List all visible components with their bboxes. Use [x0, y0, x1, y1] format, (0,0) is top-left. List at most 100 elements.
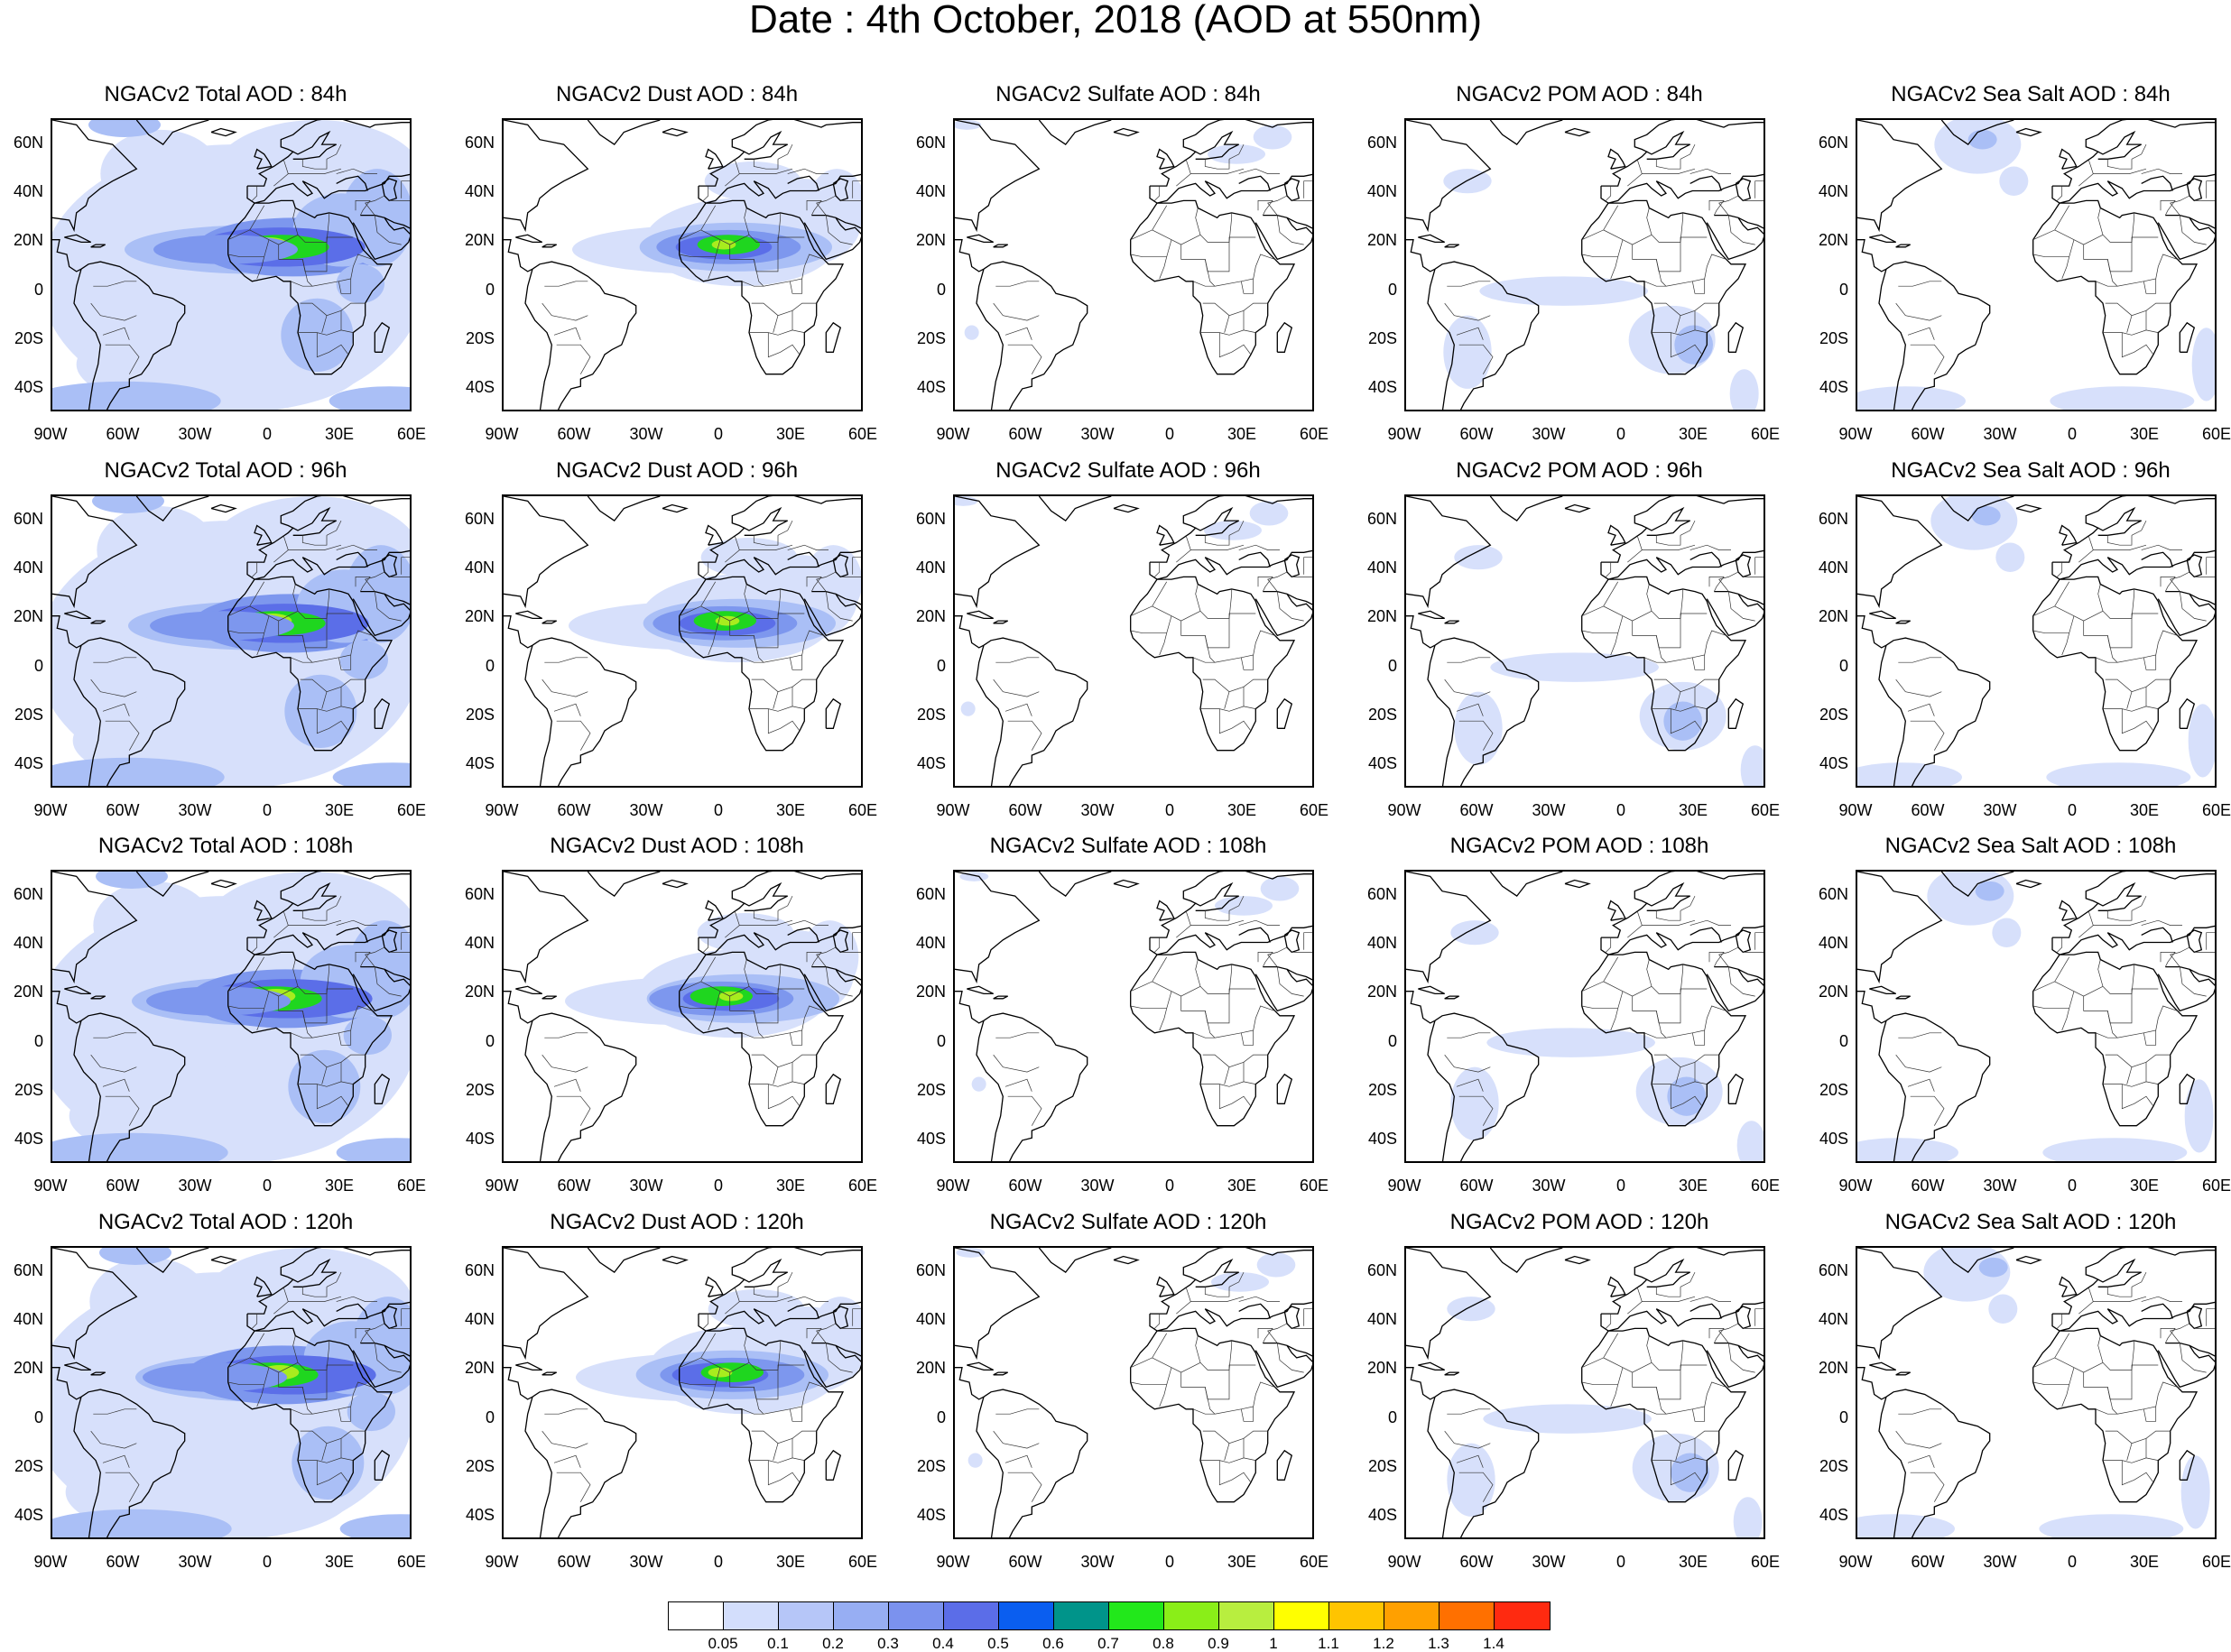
country-border [749, 706, 805, 712]
country-border [1204, 910, 1230, 921]
coastline [1406, 239, 1436, 272]
country-border [2131, 520, 2147, 536]
coastline [1489, 120, 1563, 145]
country-border [852, 180, 861, 198]
country-border [1627, 159, 1643, 187]
coastline [247, 120, 410, 187]
country-border [2097, 584, 2104, 612]
country-border [1004, 1078, 1032, 1092]
coastline [1150, 120, 1312, 187]
country-border [2057, 186, 2063, 201]
lon-tick-label: 30E [1227, 801, 1257, 819]
lat-tick-label: 20S [916, 705, 946, 724]
country-border [1204, 1287, 1230, 1297]
country-border [1643, 1408, 1666, 1415]
coastline [705, 148, 724, 170]
lat-tick-label: 0 [1838, 1407, 1848, 1426]
lon-tick-label: 60E [847, 425, 878, 443]
lat-tick-label: 60N [1818, 1261, 1848, 1280]
coastline [835, 968, 861, 981]
coastline [1869, 234, 1896, 244]
country-border [787, 544, 829, 550]
coastline [1418, 1361, 1445, 1371]
lat-tick-label: 0 [936, 1407, 946, 1426]
aod-field-fill-light [1999, 166, 2029, 196]
coastline [803, 590, 861, 637]
country-border [749, 1457, 805, 1463]
country-border [290, 1032, 312, 1038]
country-border [1603, 229, 1708, 245]
country-border [290, 1408, 312, 1415]
country-border [2032, 205, 2070, 241]
aod-field-fill-light [1992, 918, 2022, 947]
country-border [995, 657, 1040, 663]
lon-tick-label: 30E [324, 1177, 355, 1195]
country-border [249, 229, 354, 245]
country-border [679, 1333, 717, 1369]
aod-field-fill-mid [1975, 881, 2004, 901]
coastline [1727, 697, 1745, 729]
country-border [2131, 895, 2147, 911]
country-border [1444, 1054, 1491, 1073]
aod-field-fill-light [1857, 386, 1966, 410]
country-border [227, 581, 265, 617]
coastline [744, 881, 788, 911]
coastline [1857, 615, 1887, 649]
country-border [1691, 1407, 1706, 1422]
colorbar-labels: 0.05 0.1 0.2 0.3 0.4 0.5 0.6 0.7 0.8 0.9 1 1.1 1.2 1.… [668, 1636, 1570, 1652]
country-border [749, 329, 805, 336]
country-border [1642, 544, 1696, 550]
country-border [336, 919, 377, 926]
lon-tick-label: 30W [1983, 1177, 2017, 1195]
country-border [336, 544, 377, 550]
lat-tick-label: 20N [915, 231, 946, 250]
country-border [1267, 195, 1288, 216]
coastline [699, 1248, 861, 1315]
lon-tick-label: 30W [1080, 1177, 1115, 1195]
country-border [2103, 706, 2159, 712]
country-border [825, 1343, 853, 1373]
lon-tick-label: 60W [1459, 1177, 1494, 1195]
country-border [679, 991, 721, 1010]
coastline [1735, 1306, 1752, 1330]
lon-tick-label: 60E [1299, 801, 1329, 819]
lon-tick-label: 30W [1080, 801, 1115, 819]
coastline [2179, 321, 2196, 353]
coastline [587, 872, 661, 897]
country-border [1632, 993, 1681, 1024]
coastline [1607, 1276, 1626, 1297]
lat-tick-label: 40N [464, 182, 495, 201]
country-border [1652, 329, 1708, 336]
country-border [2103, 1457, 2159, 1463]
colorbar-tick-label: 0.8 [1153, 1635, 1174, 1652]
country-border [365, 571, 385, 592]
coastline [542, 244, 557, 248]
coastline [2052, 120, 2215, 187]
colorbar-tick-label: 0.5 [987, 1635, 1009, 1652]
coastline [352, 965, 410, 1012]
aod-field-fill-light [2050, 386, 2195, 410]
country-border [777, 520, 793, 536]
lon-tick-label: 60W [1911, 801, 1945, 819]
country-border [1202, 678, 1268, 693]
lon-tick-label: 60E [2201, 425, 2231, 443]
map-frame [502, 118, 863, 411]
coastline [246, 549, 410, 580]
coastline [1895, 1371, 1911, 1376]
coastline [1646, 130, 1690, 160]
country-border [1642, 919, 1696, 926]
country-border [1708, 577, 1725, 592]
lon-tick-label: 90W [485, 1553, 519, 1571]
lon-tick-label: 90W [1838, 425, 1873, 443]
coastline [993, 1371, 1008, 1376]
map-frame [1404, 870, 1765, 1163]
country-border [316, 1460, 349, 1486]
country-border [1458, 344, 1494, 374]
country-border [542, 1430, 588, 1449]
country-border [1754, 1308, 1764, 1326]
map-svg [52, 1248, 410, 1537]
country-border [292, 1335, 299, 1363]
lon-tick-label: 90W [936, 1177, 970, 1195]
lat-tick-label: 40N [13, 1310, 43, 1329]
coastline [1737, 217, 1764, 229]
